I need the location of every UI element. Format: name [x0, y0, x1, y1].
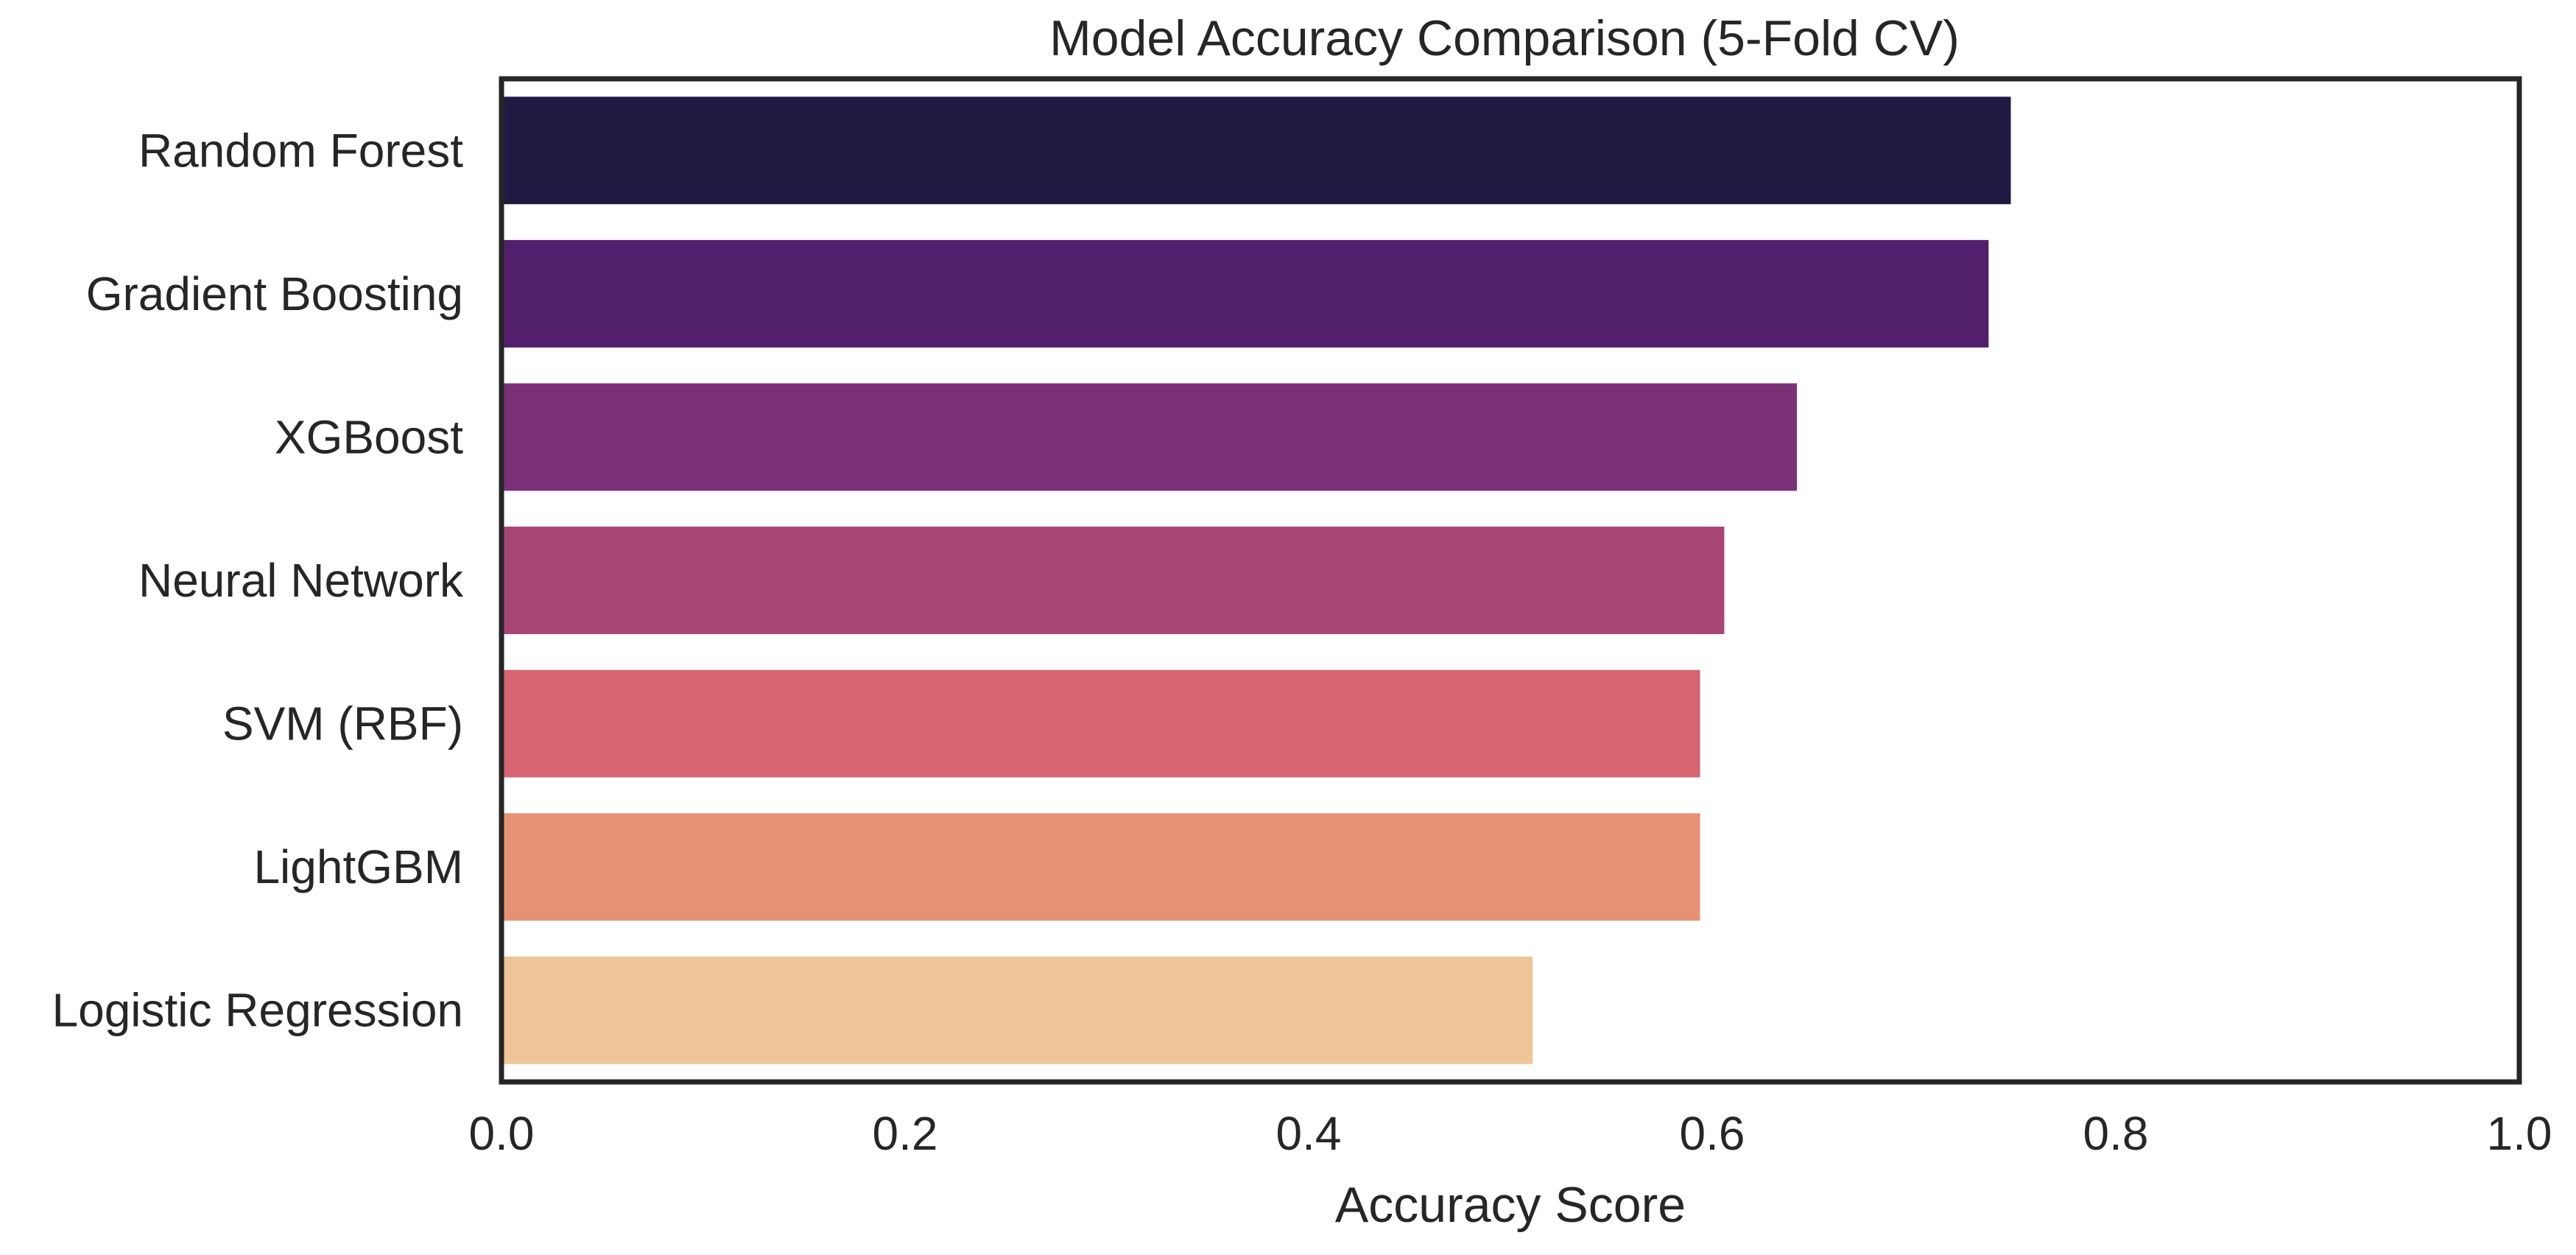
- bar-gradient-boosting: [502, 239, 1989, 348]
- bar-xgboost: [502, 383, 1798, 491]
- x-tick-label: 1.0: [2487, 1107, 2552, 1160]
- x-tick-label: 0.6: [1680, 1107, 1745, 1160]
- x-axis-label: Accuracy Score: [1335, 1177, 1686, 1233]
- plot-frame: [499, 76, 2522, 1085]
- category-label: LightGBM: [253, 840, 463, 893]
- category-label: Neural Network: [138, 554, 464, 607]
- bar-random-forest: [502, 96, 2011, 205]
- x-axis-ticks: 0.0 0.2 0.4 0.6 0.8 1.0: [469, 1107, 2552, 1160]
- chart-title: Model Accuracy Comparison (5-Fold CV): [1049, 10, 1960, 66]
- bar-logistic-regression: [502, 956, 1533, 1064]
- bar-svm-rbf: [502, 669, 1700, 778]
- category-label: SVM (RBF): [222, 697, 463, 750]
- x-tick-label: 0.8: [2083, 1107, 2149, 1160]
- category-label: Random Forest: [138, 124, 463, 177]
- category-label: Logistic Regression: [52, 984, 464, 1037]
- category-label: XGBoost: [275, 410, 463, 463]
- bar-neural-network: [502, 527, 1725, 634]
- x-tick-label: 0.4: [1276, 1107, 1342, 1160]
- category-labels: Random Forest Gradient Boosting XGBoost Neu…: [52, 124, 465, 1036]
- bars-layer: [502, 96, 2011, 1064]
- x-tick-label: 0.0: [469, 1107, 535, 1160]
- bar-lightgbm: [502, 813, 1700, 921]
- category-label: Gradient Boosting: [86, 267, 463, 320]
- x-tick-label: 0.2: [873, 1107, 938, 1160]
